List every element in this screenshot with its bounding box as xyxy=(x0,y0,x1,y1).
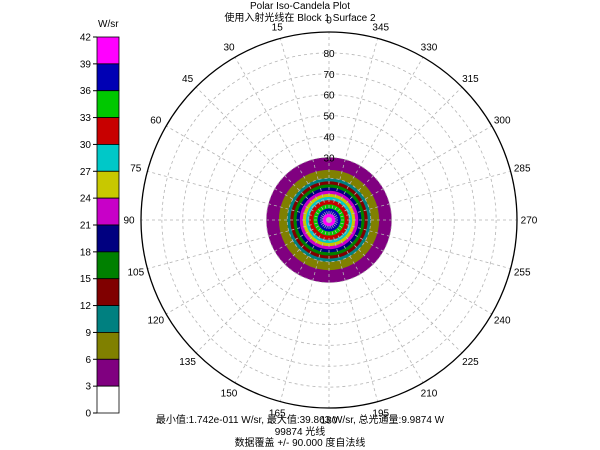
radial-tick-label: 70 xyxy=(323,70,335,81)
grid-spoke xyxy=(328,125,493,221)
angle-tick-label: 165 xyxy=(269,409,286,420)
angle-tick-label: 345 xyxy=(372,22,389,33)
grid-spoke xyxy=(234,219,330,384)
colorbar-band xyxy=(96,251,120,280)
chart-title: Polar Iso-Candela Plot xyxy=(249,1,351,12)
colorbar-band xyxy=(96,117,120,145)
angle-tick-label: 330 xyxy=(421,42,438,53)
colorbar-tick-label: 24 xyxy=(80,194,92,205)
colorbar-tick-label: 30 xyxy=(80,140,92,151)
angle-tick-label: 315 xyxy=(462,74,479,85)
angle-tick-label: 30 xyxy=(223,42,235,53)
colorbar-tick-label: 18 xyxy=(80,247,92,258)
grid-spoke xyxy=(165,219,330,315)
grid-spoke xyxy=(328,56,424,221)
angle-tick-label: 240 xyxy=(494,316,511,327)
grid-spoke xyxy=(195,219,330,354)
grid-spoke xyxy=(165,125,330,221)
grid-spoke xyxy=(328,170,511,221)
colorbar-band xyxy=(96,385,120,414)
radial-tick-label: 40 xyxy=(323,132,335,143)
angle-tick-label: 105 xyxy=(127,267,144,278)
angle-tick-label: 285 xyxy=(514,164,531,175)
angle-tick-label: 225 xyxy=(462,357,479,368)
grid-spoke xyxy=(328,219,424,384)
grid-spoke xyxy=(328,219,379,402)
angle-tick-label: 0 xyxy=(326,16,332,27)
outer-boundary-circle xyxy=(140,31,518,409)
grid-spoke xyxy=(328,86,463,221)
grid-spoke xyxy=(195,86,330,221)
grid-spoke xyxy=(328,219,511,270)
colorbar-band xyxy=(96,224,120,253)
grid-spoke xyxy=(328,219,463,354)
colorbar-tick-label: 15 xyxy=(80,274,92,285)
colorbar-band xyxy=(96,90,120,118)
colorbar-tick-label: 36 xyxy=(80,86,92,97)
angle-tick-label: 210 xyxy=(421,389,438,400)
angle-tick-label: 45 xyxy=(182,74,194,85)
grid-spoke xyxy=(279,38,330,221)
angle-tick-label: 195 xyxy=(372,409,389,420)
grid-spoke xyxy=(328,219,493,315)
grid-circle xyxy=(203,94,455,346)
colorbar-tick-label: 9 xyxy=(85,328,91,339)
grid-spoke xyxy=(147,219,330,270)
grid-circle xyxy=(286,177,372,263)
colorbar-band xyxy=(96,358,120,387)
angle-tick-label: 120 xyxy=(147,316,164,327)
angle-tick-label: 150 xyxy=(221,389,238,400)
colorbar-band xyxy=(96,36,120,65)
radial-tick-label: 60 xyxy=(323,91,335,102)
colorbar-unit-label: W/sr xyxy=(98,19,119,30)
footer-coverage: 数据覆盖 +/- 90.000 度自法线 xyxy=(234,438,366,449)
grid-spoke xyxy=(279,219,330,402)
chart-subtitle: 使用入射光线在 Block 1 Surface 2 xyxy=(224,13,376,24)
colorbar-tick-label: 42 xyxy=(80,33,92,44)
colorbar-band xyxy=(96,63,120,92)
angle-tick-label: 255 xyxy=(514,267,531,278)
colorbar-band xyxy=(96,197,120,226)
footer-stats: 最小值:1.742e-011 W/sr, 最大值:39.863 W/sr, 总光… xyxy=(155,415,445,426)
angle-tick-label: 75 xyxy=(130,164,142,175)
colorbar-tick-label: 39 xyxy=(80,59,92,70)
colorbar-tick-label: 27 xyxy=(80,167,92,178)
angle-tick-label: 180 xyxy=(321,416,338,427)
angle-tick-label: 60 xyxy=(150,116,162,127)
colorbar-band xyxy=(96,278,120,306)
colorbar-tick-label: 21 xyxy=(80,221,92,232)
footer-rays: 99874 光线 xyxy=(274,426,326,438)
angle-tick-label: 90 xyxy=(123,216,135,227)
colorbar-band xyxy=(96,305,120,333)
colorbar-band xyxy=(96,170,120,199)
grid-spoke xyxy=(234,56,330,221)
grid-circle xyxy=(161,52,497,388)
angle-tick-label: 135 xyxy=(179,357,196,368)
colorbar-tick-label: 0 xyxy=(85,409,91,420)
radial-tick-label: 80 xyxy=(323,49,335,60)
colorbar-tick-label: 33 xyxy=(80,113,92,124)
angle-tick-label: 15 xyxy=(272,22,284,33)
colorbar-band xyxy=(96,144,120,172)
colorbar-tick-label: 3 xyxy=(85,382,91,393)
angle-tick-label: 270 xyxy=(521,216,538,227)
angle-tick-label: 300 xyxy=(494,116,511,127)
grid-spoke xyxy=(147,170,330,221)
colorbar-tick-label: 6 xyxy=(85,355,91,366)
polar-plot-area: 80 70 60 50 40 30 0 15 30 45 60 75 90 105 120 135 150 16… xyxy=(123,16,537,427)
grid-spoke xyxy=(328,38,379,221)
grid-circle xyxy=(245,136,413,304)
colorbar-tick-label: 12 xyxy=(80,301,92,312)
radial-tick-label: 30 xyxy=(323,153,335,164)
colorbar-band xyxy=(96,332,120,360)
radial-tick-label: 50 xyxy=(323,112,335,123)
